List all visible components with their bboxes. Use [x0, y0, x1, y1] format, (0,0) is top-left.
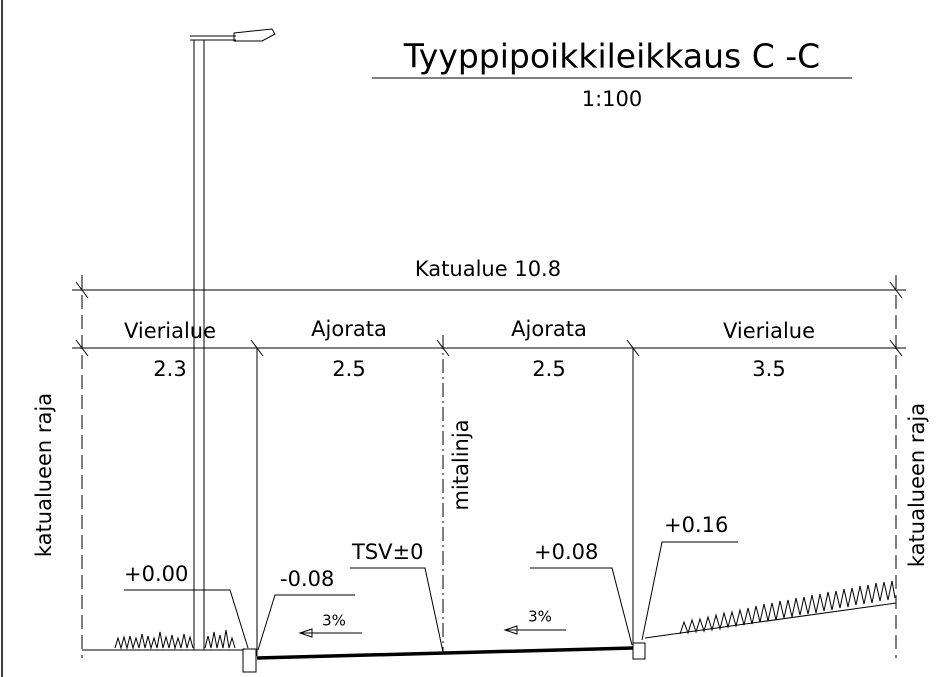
segment-width: 3.5 — [752, 357, 785, 381]
boundary-label: katualueen raja — [905, 403, 929, 567]
segment-label: Vierialue — [723, 319, 815, 343]
cross-section — [82, 580, 897, 673]
slope-label: 3% — [528, 608, 552, 626]
elevation-label: -0.08 — [280, 567, 334, 591]
total-dimension: Katualue 10.8 — [415, 257, 561, 281]
title: Tyyppipoikkileikkaus C -C — [403, 37, 820, 76]
segment-label: Ajorata — [511, 317, 587, 341]
boundary-label: katualueen raja — [32, 393, 56, 557]
elevation-label: +0.16 — [664, 513, 728, 537]
elevation-label: +0.08 — [534, 540, 598, 564]
centerline-label: mitalinja — [449, 419, 473, 510]
elevation-label: +0.00 — [124, 562, 188, 586]
slope-arrows — [298, 625, 566, 638]
street-lamp — [190, 28, 276, 650]
slope-label: 3% — [322, 612, 346, 630]
elevation-label: TSV±0 — [351, 540, 423, 564]
segment-label: Ajorata — [311, 317, 387, 341]
dimension-line — [72, 275, 906, 658]
segment-width: 2.3 — [153, 357, 186, 381]
segment-label: Vierialue — [124, 319, 216, 343]
segment-width: 2.5 — [332, 357, 365, 381]
leader-lines — [124, 541, 738, 653]
scale: 1:100 — [582, 87, 643, 111]
segment-width: 2.5 — [532, 357, 565, 381]
